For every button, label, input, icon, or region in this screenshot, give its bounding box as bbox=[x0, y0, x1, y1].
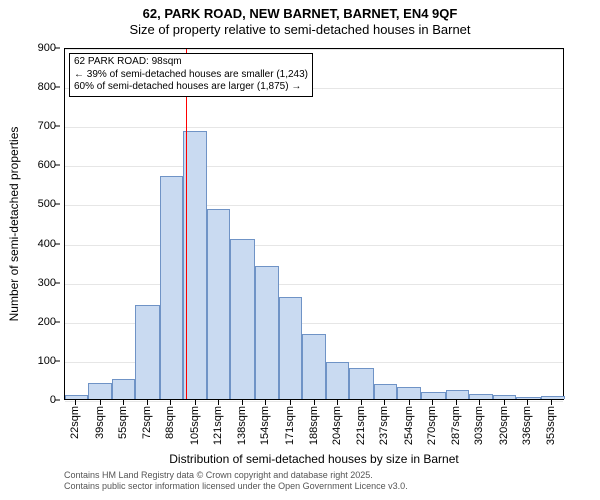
x-tick-labels: 22sqm 39sqm 55sqm 72sqm 88sqm 105sqm 121sqm 138… bbox=[64, 400, 564, 460]
x-tick-mark bbox=[337, 400, 338, 405]
y-tick-mark bbox=[55, 360, 60, 361]
x-tick-label: 237sqm bbox=[378, 406, 390, 445]
histogram-bar bbox=[65, 395, 88, 399]
x-tick-label: 204sqm bbox=[331, 406, 343, 445]
histogram-bar bbox=[88, 383, 112, 399]
y-tick-mark bbox=[55, 400, 60, 401]
histogram-bar bbox=[541, 396, 565, 399]
x-tick-mark bbox=[432, 400, 433, 405]
x-tick-mark bbox=[242, 400, 243, 405]
y-tick-label: 400 bbox=[38, 238, 56, 250]
x-tick-label: 320sqm bbox=[498, 406, 510, 445]
caption: Contains HM Land Registry data © Crown c… bbox=[64, 470, 408, 492]
histogram-bar bbox=[279, 297, 302, 399]
x-tick-label: 121sqm bbox=[212, 406, 224, 445]
bars bbox=[65, 49, 563, 399]
x-tick-mark bbox=[100, 400, 101, 405]
y-tick-labels: 0100200300400500600700800900 bbox=[0, 48, 60, 400]
y-tick-label: 200 bbox=[38, 316, 56, 328]
x-tick-label: 221sqm bbox=[355, 406, 367, 445]
x-tick-mark bbox=[384, 400, 385, 405]
histogram-bar bbox=[135, 305, 159, 399]
x-tick-label: 336sqm bbox=[521, 406, 533, 445]
x-tick-label: 353sqm bbox=[545, 406, 557, 445]
histogram-bar bbox=[207, 209, 230, 399]
y-tick-mark bbox=[55, 282, 60, 283]
x-tick-mark bbox=[479, 400, 480, 405]
histogram-bar bbox=[255, 266, 279, 399]
x-tick-mark bbox=[456, 400, 457, 405]
histogram-bar bbox=[421, 392, 445, 399]
y-tick-mark bbox=[55, 165, 60, 166]
y-tick-label: 500 bbox=[38, 198, 56, 210]
histogram-bar bbox=[397, 387, 421, 399]
x-tick-label: 154sqm bbox=[259, 406, 271, 445]
x-tick-mark bbox=[314, 400, 315, 405]
title-line-2: Size of property relative to semi-detach… bbox=[0, 22, 600, 38]
x-tick-mark bbox=[504, 400, 505, 405]
chart-container: 62, PARK ROAD, NEW BARNET, BARNET, EN4 9… bbox=[0, 0, 600, 500]
x-tick-label: 22sqm bbox=[69, 406, 81, 439]
y-tick-label: 300 bbox=[38, 277, 56, 289]
x-tick-mark bbox=[409, 400, 410, 405]
histogram-bar bbox=[230, 239, 254, 399]
histogram-bar bbox=[349, 368, 373, 399]
x-tick-mark bbox=[123, 400, 124, 405]
x-tick-mark bbox=[147, 400, 148, 405]
y-tick-mark bbox=[55, 204, 60, 205]
x-tick-mark bbox=[551, 400, 552, 405]
x-tick-label: 287sqm bbox=[450, 406, 462, 445]
y-tick-mark bbox=[55, 243, 60, 244]
x-tick-label: 254sqm bbox=[403, 406, 415, 445]
y-tick-label: 100 bbox=[38, 355, 56, 367]
plot-area: 62 PARK ROAD: 98sqm ← 39% of semi-detach… bbox=[64, 48, 564, 400]
x-tick-mark bbox=[265, 400, 266, 405]
x-axis-label: Distribution of semi-detached houses by … bbox=[64, 452, 564, 466]
x-tick-mark bbox=[75, 400, 76, 405]
histogram-bar bbox=[302, 334, 326, 399]
marker-vertical-line bbox=[186, 49, 187, 399]
x-tick-mark bbox=[170, 400, 171, 405]
x-tick-label: 188sqm bbox=[308, 406, 320, 445]
histogram-bar bbox=[446, 390, 469, 399]
x-tick-label: 105sqm bbox=[189, 406, 201, 445]
y-tick-label: 600 bbox=[38, 159, 56, 171]
y-tick-mark bbox=[55, 87, 60, 88]
histogram-bar bbox=[493, 395, 516, 399]
x-tick-label: 72sqm bbox=[141, 406, 153, 439]
x-tick-label: 88sqm bbox=[164, 406, 176, 439]
histogram-bar bbox=[516, 397, 540, 399]
y-tick-mark bbox=[55, 321, 60, 322]
annotation-line-1: 62 PARK ROAD: 98sqm bbox=[74, 56, 308, 69]
x-tick-mark bbox=[290, 400, 291, 405]
x-tick-label: 138sqm bbox=[236, 406, 248, 445]
caption-line-1: Contains HM Land Registry data © Crown c… bbox=[64, 470, 408, 481]
chart-title: 62, PARK ROAD, NEW BARNET, BARNET, EN4 9… bbox=[0, 6, 600, 39]
y-tick-label: 700 bbox=[38, 120, 56, 132]
histogram-bar bbox=[160, 176, 183, 399]
annotation-box: 62 PARK ROAD: 98sqm ← 39% of semi-detach… bbox=[69, 53, 313, 97]
x-tick-label: 55sqm bbox=[117, 406, 129, 439]
x-tick-mark bbox=[195, 400, 196, 405]
x-tick-label: 303sqm bbox=[473, 406, 485, 445]
y-tick-label: 800 bbox=[38, 81, 56, 93]
histogram-bar bbox=[469, 394, 493, 399]
x-tick-mark bbox=[361, 400, 362, 405]
x-tick-mark bbox=[527, 400, 528, 405]
annotation-line-2: ← 39% of semi-detached houses are smalle… bbox=[74, 69, 308, 82]
annotation-line-3: 60% of semi-detached houses are larger (… bbox=[74, 81, 308, 94]
histogram-bar bbox=[326, 362, 349, 399]
x-tick-label: 39sqm bbox=[94, 406, 106, 439]
y-tick-label: 900 bbox=[38, 42, 56, 54]
title-line-1: 62, PARK ROAD, NEW BARNET, BARNET, EN4 9… bbox=[0, 6, 600, 22]
caption-line-2: Contains public sector information licen… bbox=[64, 481, 408, 492]
x-tick-mark bbox=[218, 400, 219, 405]
histogram-bar bbox=[374, 384, 397, 399]
y-tick-mark bbox=[55, 48, 60, 49]
histogram-bar bbox=[112, 379, 135, 399]
x-tick-label: 270sqm bbox=[426, 406, 438, 445]
x-tick-label: 171sqm bbox=[284, 406, 296, 445]
y-tick-mark bbox=[55, 126, 60, 127]
